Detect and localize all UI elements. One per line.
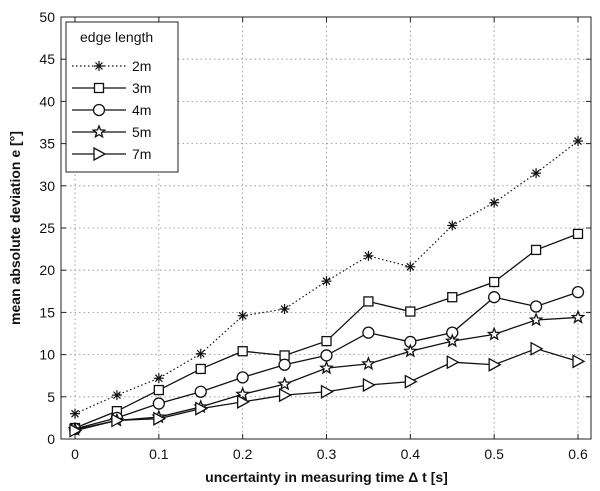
data-point-2m (573, 136, 583, 147)
data-point-2m (489, 197, 500, 208)
legend-box (65, 21, 179, 173)
axis-ticks: 0 5 10 15 20 25 30 35 40 45 50 0 0.1 0.2 0.3 0.4 0.5 0.6 (39, 9, 591, 462)
data-point-4m (488, 291, 501, 304)
data-point-3m (153, 384, 164, 396)
data-point-5m (570, 309, 586, 324)
legend-items: 2m 3m 4m 5m 7m (72, 58, 151, 162)
data-point-5m (444, 333, 460, 348)
legend-item-3m: 3m (72, 80, 151, 96)
y-axis-title: mean absolute deviation e [°] (7, 131, 23, 325)
y-tick-label: 30 (39, 178, 55, 194)
data-point-7m (572, 354, 586, 369)
legend-item-4m: 4m (72, 102, 151, 118)
series-lines (67, 136, 586, 438)
y-tick-label: 40 (39, 93, 55, 109)
data-point-5m (402, 343, 418, 358)
data-point-4m (320, 349, 333, 362)
data-point-7m (404, 374, 418, 389)
data-point-5m (486, 326, 502, 341)
y-tick-label: 45 (39, 51, 55, 67)
data-point-3m (237, 346, 248, 357)
data-point-2m (447, 220, 458, 231)
data-point-2m (405, 261, 416, 272)
data-point-7m (195, 401, 209, 416)
data-point-2m (195, 348, 206, 359)
data-point-3m (530, 244, 542, 256)
series-2m (70, 136, 583, 419)
data-point-4m (529, 300, 543, 313)
legend-item-7m: 7m (72, 146, 151, 162)
data-point-2m (363, 250, 374, 261)
data-point-7m (111, 413, 125, 428)
data-point-7m (530, 341, 544, 356)
data-point-5m (235, 386, 251, 401)
legend-marker-5m (91, 124, 107, 139)
legend-marker-2m (94, 61, 104, 71)
x-tick-label: 0.1 (149, 446, 169, 462)
legend-marker-7m (93, 146, 107, 162)
legend-marker-4m (92, 103, 106, 117)
data-point-4m (194, 385, 207, 398)
legend: edge length 2m 3m 4m 5m 7m (65, 21, 179, 173)
data-point-4m (236, 371, 249, 384)
x-tick-label: 0.5 (484, 446, 504, 462)
legend-label-4m: 4m (132, 102, 151, 118)
y-tick-label: 20 (39, 262, 55, 278)
y-tick-label: 10 (39, 347, 55, 363)
y-tick-label: 25 (39, 220, 55, 236)
data-point-2m (321, 276, 332, 287)
data-point-3m (405, 306, 416, 317)
data-point-3m (489, 276, 500, 288)
data-point-7m (446, 355, 460, 370)
y-tick-label: 15 (39, 304, 55, 320)
y-tick-label: 0 (47, 431, 55, 447)
data-point-5m (361, 356, 376, 371)
data-point-3m (321, 335, 332, 347)
data-point-7m (237, 394, 251, 409)
legend-label-7m: 7m (132, 146, 151, 162)
x-tick-label: 0.3 (317, 446, 337, 462)
data-point-2m (70, 408, 80, 419)
data-point-7m (362, 377, 376, 393)
x-tick-label: 0.2 (233, 446, 253, 462)
data-point-3m (572, 228, 584, 240)
legend-item-2m: 2m (72, 58, 151, 74)
data-point-3m (195, 363, 206, 375)
series-7m (69, 341, 586, 438)
data-point-2m (531, 168, 542, 179)
data-point-4m (278, 358, 291, 371)
data-point-7m (488, 357, 502, 372)
data-point-2m (237, 310, 248, 321)
data-point-2m (153, 373, 164, 384)
legend-label-2m: 2m (132, 58, 151, 74)
x-tick-label: 0 (71, 446, 79, 462)
legend-label-3m: 3m (132, 80, 151, 96)
data-point-7m (320, 384, 334, 399)
data-point-4m (362, 326, 375, 339)
data-point-3m (447, 292, 458, 303)
y-tick-label: 5 (47, 389, 55, 405)
x-tick-label: 0.6 (568, 446, 588, 462)
data-point-5m (277, 376, 292, 391)
data-point-7m (153, 411, 167, 426)
legend-item-5m: 5m (72, 124, 151, 140)
x-axis-title: uncertainty in measuring time Δ t [s] (205, 469, 448, 485)
data-point-7m (69, 423, 83, 438)
data-point-3m (363, 296, 374, 307)
data-point-2m (111, 390, 122, 401)
data-point-4m (571, 285, 585, 299)
data-point-5m (319, 360, 334, 375)
legend-label-5m: 5m (132, 124, 151, 140)
data-point-4m (152, 397, 165, 410)
legend-marker-3m (93, 82, 105, 94)
x-tick-label: 0.4 (401, 446, 421, 462)
data-point-7m (278, 388, 292, 403)
y-tick-label: 50 (39, 9, 55, 25)
legend-title: edge length (80, 29, 153, 45)
data-point-2m (279, 304, 290, 315)
data-point-5m (528, 312, 544, 327)
y-tick-label: 35 (39, 136, 55, 152)
